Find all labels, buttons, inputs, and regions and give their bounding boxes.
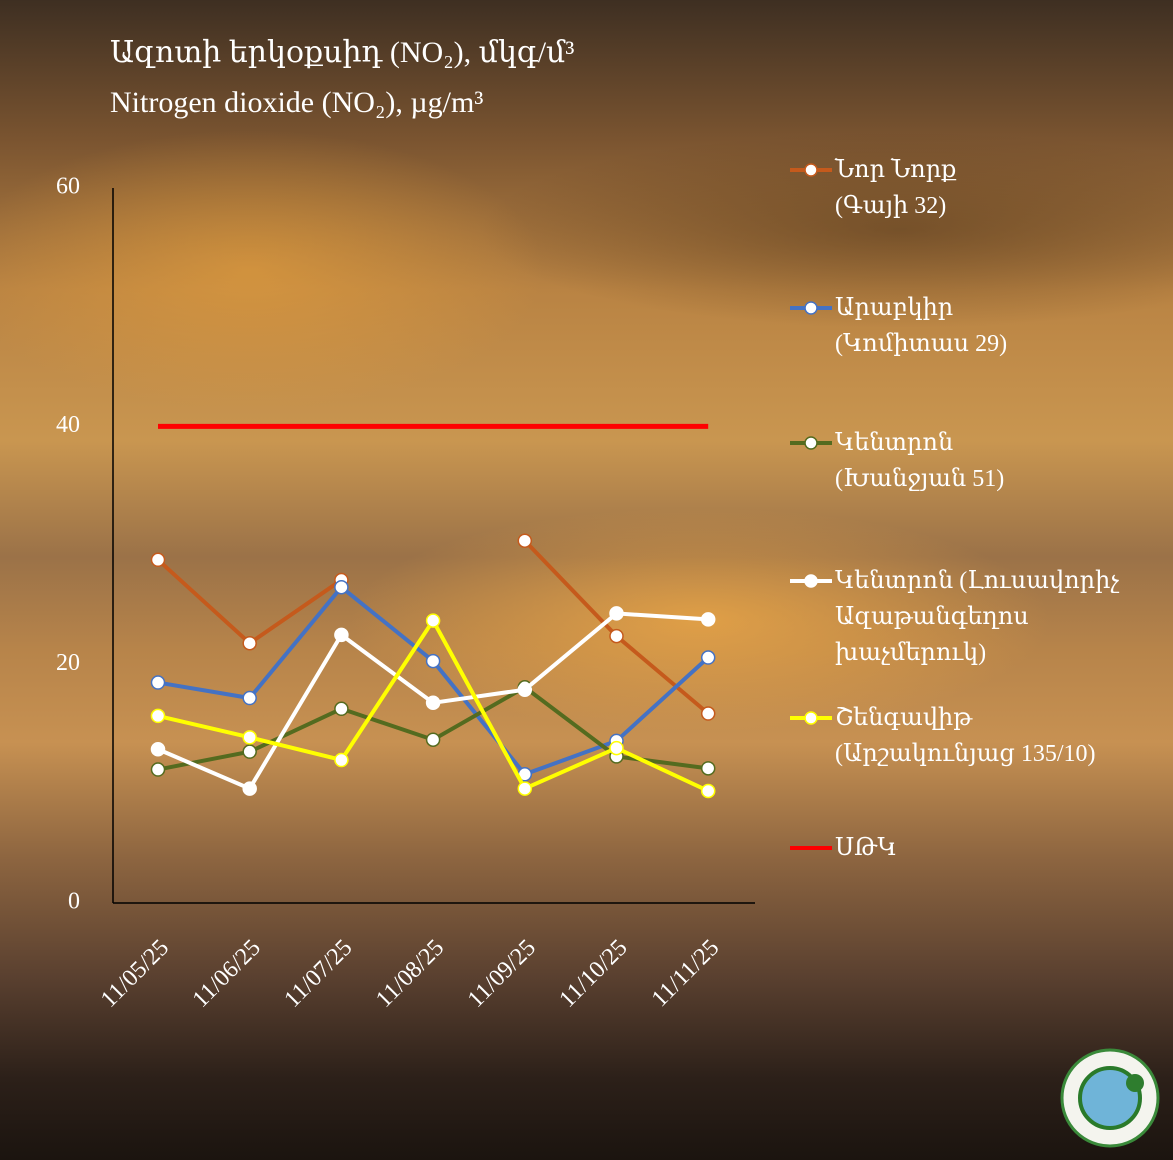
- legend-marker: [804, 574, 818, 588]
- data-point: [150, 708, 166, 724]
- x-tick-label: 11/11/25: [647, 935, 724, 1012]
- x-tick-label: 11/09/25: [463, 935, 541, 1013]
- y-tick-label: 60: [56, 174, 80, 200]
- logo-tree: [1126, 1074, 1144, 1092]
- data-point: [517, 533, 533, 548]
- logo-inner: [1078, 1066, 1142, 1130]
- data-point: [425, 695, 441, 711]
- y-tick-label: 40: [56, 412, 80, 438]
- data-point: [609, 606, 624, 621]
- data-point: [150, 675, 166, 690]
- data-point: [334, 627, 349, 643]
- x-tick-label: 11/08/25: [371, 935, 449, 1013]
- chart-subtitle: Nitrogen dioxide (NO₂), µg/m³: [110, 86, 483, 119]
- data-point: [517, 781, 533, 796]
- data-point: [242, 635, 257, 651]
- data-point: [609, 628, 624, 644]
- data-point: [517, 682, 533, 697]
- legend-label: Կենտրոն (Խանջյան 51): [835, 430, 1005, 492]
- x-tick-label: 11/07/25: [279, 935, 357, 1013]
- data-point: [609, 740, 624, 756]
- legend-label: Շենգավիթ (Արշակունյաց 135/10): [835, 705, 1096, 767]
- data-point: [150, 742, 166, 757]
- legend-label: Կենտրոն (Լուսավորիչ Ազաթանգեղոս խաչմերու…: [835, 568, 1120, 666]
- data-point: [334, 701, 349, 717]
- x-tick-label: 11/10/25: [555, 935, 633, 1013]
- legend-label: Նոր Նորք (Գայի 32): [835, 157, 957, 219]
- data-point: [242, 730, 257, 745]
- data-point: [150, 552, 166, 568]
- data-point: [700, 650, 716, 665]
- legend-marker: [804, 436, 818, 450]
- data-point: [700, 761, 716, 776]
- data-point: [242, 781, 257, 796]
- legend-marker: [804, 301, 818, 315]
- data-point: [150, 762, 166, 777]
- data-point: [700, 612, 716, 627]
- data-point: [242, 744, 257, 759]
- data-point: [242, 690, 257, 706]
- y-tick-label: 20: [56, 650, 80, 676]
- chart-title: Ազոտի երկօքսիդ (NO₂), մկգ/մ³: [110, 36, 574, 69]
- x-tick-label: 11/06/25: [188, 935, 266, 1013]
- data-point: [425, 613, 441, 628]
- legend-marker: [804, 711, 818, 725]
- data-point: [425, 732, 441, 747]
- y-tick-label: 0: [68, 889, 80, 915]
- legend-label: Արաբկիր (Կոմիտաս 29): [835, 295, 1008, 357]
- legend-label: ՍԹԿ: [835, 835, 897, 861]
- data-point: [334, 579, 349, 595]
- legend-marker: [804, 163, 818, 177]
- data-point: [334, 752, 349, 768]
- x-tick-label: 11/05/25: [96, 935, 174, 1013]
- data-point: [425, 653, 441, 669]
- data-point: [700, 706, 716, 721]
- data-point: [700, 783, 716, 799]
